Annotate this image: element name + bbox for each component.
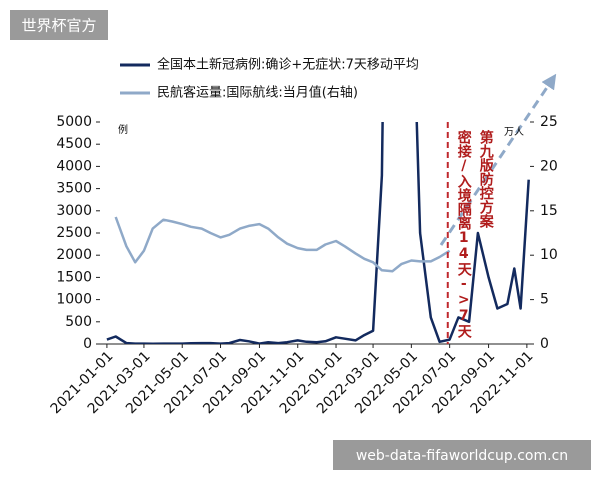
y-tick-label: 2500 [56,225,92,241]
watermark: 世界杯官方 [21,17,96,35]
legend-label: 民航客运量:国际航线:当月值(右轴) [157,85,358,101]
y-tick-label: 0 [83,336,92,352]
y-tick-label: 500 [65,314,92,330]
y-tick-label: 4000 [56,158,92,174]
y-tick-label: 3500 [56,181,92,197]
watermark-box [10,10,108,40]
y-tick-label: 5000 [56,114,92,130]
y-tick-label: 4500 [56,136,92,152]
y-tick-label: 1000 [56,292,92,308]
series-line [106,122,530,344]
y2-tick-label: 0 [540,336,549,352]
y-tick-label: 1500 [56,269,92,285]
annotation: 第九版防控方案 [478,129,495,229]
y2-tick-label: 25 [540,114,558,130]
y2-tick-label: 5 [540,292,549,308]
annotation: 密接/入境隔离14天->7天 [456,129,473,339]
trend-arrow [439,73,557,246]
y2-tick-label: 20 [540,158,558,174]
plot-area [106,122,530,344]
watermark-box [333,440,591,470]
y2-tick-label: 15 [540,203,558,219]
y-axis-unit: 例 [118,123,128,136]
watermark: web-data-fifaworldcup.com.cn [356,448,568,464]
y2-tick-label: 10 [540,247,558,263]
y-tick-label: 2000 [56,247,92,263]
y2-axis-unit: 万人 [504,126,524,138]
y-tick-label: 3000 [56,203,92,219]
legend-label: 全国本土新冠病例:确诊+无症状:7天移动平均 [157,57,419,73]
series-line [114,216,451,273]
